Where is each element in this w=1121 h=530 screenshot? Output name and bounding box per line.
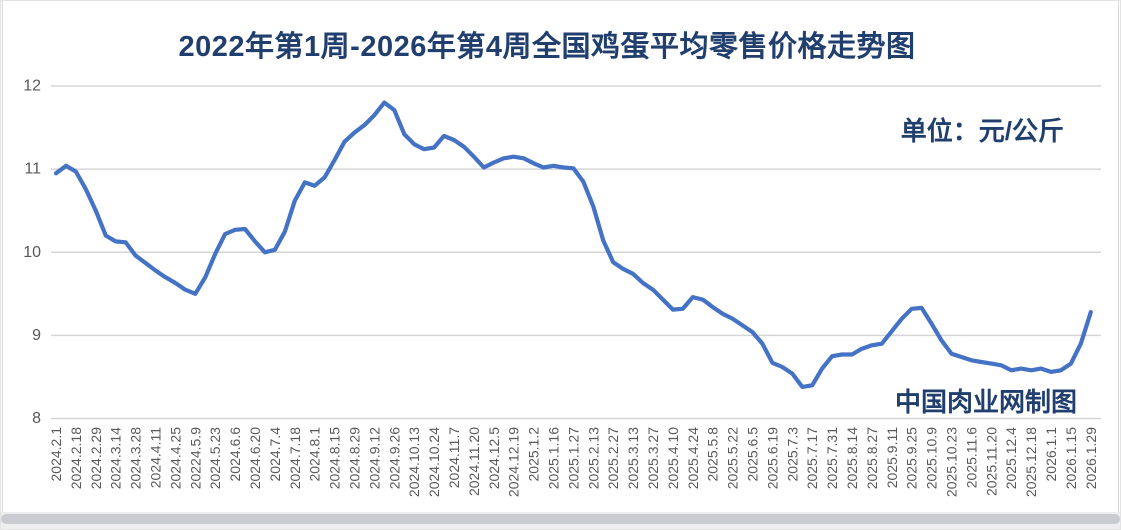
x-axis-tick-label: 2025.3.13 xyxy=(625,427,641,489)
x-axis-tick-label: 2025.9.11 xyxy=(884,427,900,488)
watermark-credit: 中国肉业网制图 xyxy=(894,387,1077,417)
x-axis-tick-label: 2026.1.29 xyxy=(1083,427,1099,489)
x-axis-tick-label: 2024.3.28 xyxy=(128,427,144,489)
x-axis-tick-label: 2025.8.27 xyxy=(864,427,880,489)
x-axis-tick-label: 2024.8.15 xyxy=(327,427,343,489)
x-axis-tick-label: 2025.2.13 xyxy=(585,427,601,489)
x-axis-tick-label: 2025.1.27 xyxy=(565,427,581,489)
x-axis-tick-label: 2025.7.31 xyxy=(824,427,840,489)
x-axis-tick-label: 2025.8.14 xyxy=(844,427,860,489)
x-axis-tick-label: 2024.10.24 xyxy=(426,427,442,497)
y-axis-tick-label: 9 xyxy=(32,327,41,344)
chart-title: 2022年第1周-2026年第4周全国鸡蛋平均零售价格走势图 xyxy=(178,31,916,63)
right-border-line xyxy=(1118,1,1119,529)
x-axis-tick-label: 2025.1.16 xyxy=(546,427,562,489)
x-axis-tick-label: 2025.10.9 xyxy=(924,427,940,489)
x-axis-tick-label: 2024.8.29 xyxy=(347,427,363,489)
x-axis-tick-label: 2024.4.11 xyxy=(148,427,164,488)
left-border-line xyxy=(2,1,3,529)
x-axis-tick-label: 2025.12.18 xyxy=(1023,427,1039,497)
x-axis-tick-label: 2025.4.10 xyxy=(665,427,681,489)
x-axis-tick-label: 2025.2.27 xyxy=(605,427,621,489)
x-axis-tick-label: 2024.9.12 xyxy=(366,427,382,489)
x-axis-tick-label: 2024.2.29 xyxy=(88,427,104,489)
x-axis-tick-label: 2025.1.2 xyxy=(526,427,542,482)
y-axis-tick-label: 11 xyxy=(24,161,41,178)
y-axis-tick-label: 12 xyxy=(23,78,41,95)
x-axis-tick-label: 2025.12.4 xyxy=(1003,427,1019,489)
x-axis-tick-label: 2024.4.25 xyxy=(167,427,183,489)
x-axis-tick-label: 20224.5.9 xyxy=(187,427,203,489)
x-axis-tick-label: 2024.11.7 xyxy=(446,427,462,488)
price-line xyxy=(53,100,1093,389)
x-axis-tick-label: 2024.9.26 xyxy=(386,427,402,489)
x-axis-tick-label: 2024.11.20 xyxy=(466,427,482,496)
x-axis-tick-label: 2026.1.15 xyxy=(1063,427,1079,489)
x-axis-tick-label: 2024.12.19 xyxy=(506,427,522,497)
x-axis-tick-label: 2024.3.14 xyxy=(108,427,124,489)
x-axis-tick-label: 2024.6.6 xyxy=(227,427,243,482)
x-axis-tick-label: 2025.11.20 xyxy=(983,427,999,496)
x-axis-tick-label: 2025.7.17 xyxy=(804,427,820,489)
x-axis-tick-label: 2025.11.6 xyxy=(963,427,979,488)
x-axis-tick-label: 2024.6.20 xyxy=(247,427,263,489)
x-axis-tick-label: 2024.7.18 xyxy=(287,427,303,489)
x-axis-tick-label: 2026.1.1 xyxy=(1043,427,1059,482)
x-axis-tick-label: 2024.5.23 xyxy=(207,427,223,489)
x-axis-tick-label: 2024.7.4 xyxy=(267,427,283,482)
x-axis-tick-label: 2024.10.13 xyxy=(406,427,422,497)
x-axis-tick-label: 2025.6.5 xyxy=(745,427,761,482)
x-axis-tick-label: 2025.10.23 xyxy=(944,427,960,497)
horizontal-scrollbar[interactable] xyxy=(1,512,1120,529)
x-axis-tick-label: 2024.12.5 xyxy=(486,427,502,489)
x-axis-tick-label: 2025.5.22 xyxy=(725,427,741,489)
x-axis-tick-label: 2025.6.19 xyxy=(764,427,780,489)
x-axis-tick-label: 2025.9.25 xyxy=(904,427,920,489)
x-axis-tick-label: 2025.7.3 xyxy=(784,427,800,482)
x-axis-tick-label: 2024.2.18 xyxy=(68,427,84,489)
x-axis-tick-label: 2025.4.24 xyxy=(685,427,701,489)
x-axis-tick-label: 2025.5.8 xyxy=(705,427,721,482)
scrollbar-thumb[interactable] xyxy=(1,514,1120,524)
x-axis-tick-label: 2024.2.1 xyxy=(48,427,64,482)
x-axis-tick-label: 2025.3.27 xyxy=(645,427,661,489)
x-axis-tick-label: 2024.8.1 xyxy=(307,427,323,482)
unit-label: 单位：元/公斤 xyxy=(900,116,1064,146)
y-axis-tick-label: 10 xyxy=(23,244,41,261)
y-axis-tick-label: 8 xyxy=(32,410,41,427)
